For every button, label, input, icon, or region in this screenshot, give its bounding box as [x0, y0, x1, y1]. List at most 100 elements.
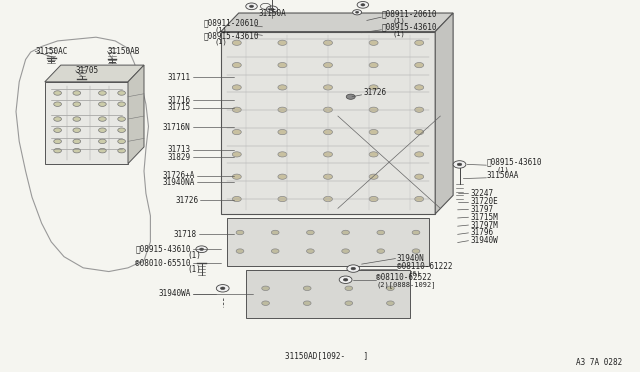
Text: ®08110-61222: ®08110-61222	[397, 262, 452, 270]
Text: 31716: 31716	[168, 96, 191, 105]
Text: (1): (1)	[392, 18, 405, 24]
Circle shape	[278, 196, 287, 202]
Circle shape	[323, 196, 333, 202]
Circle shape	[118, 128, 125, 132]
Circle shape	[73, 117, 81, 121]
Circle shape	[271, 230, 279, 235]
Circle shape	[369, 129, 378, 135]
Text: (1): (1)	[392, 31, 405, 37]
Circle shape	[415, 62, 424, 68]
FancyBboxPatch shape	[45, 82, 128, 164]
Circle shape	[99, 91, 106, 95]
Circle shape	[232, 85, 241, 90]
Text: 31711: 31711	[168, 73, 191, 82]
Circle shape	[323, 85, 333, 90]
Circle shape	[54, 117, 61, 121]
Circle shape	[415, 196, 424, 202]
Text: 31797: 31797	[470, 205, 493, 214]
Text: (1): (1)	[214, 27, 227, 33]
Circle shape	[457, 163, 462, 166]
Circle shape	[54, 91, 61, 95]
Circle shape	[453, 161, 466, 168]
Text: A3 7A 0282: A3 7A 0282	[576, 358, 622, 367]
Polygon shape	[128, 65, 144, 164]
Text: 31713: 31713	[168, 145, 191, 154]
Circle shape	[232, 129, 241, 135]
Circle shape	[118, 91, 125, 95]
Circle shape	[250, 5, 253, 7]
Text: (2)[0888-1092]: (2)[0888-1092]	[376, 282, 436, 288]
Text: 31797M: 31797M	[470, 221, 498, 230]
Text: 31940N: 31940N	[397, 254, 424, 263]
Text: 32247: 32247	[470, 189, 493, 198]
Circle shape	[369, 196, 378, 202]
Circle shape	[220, 287, 225, 289]
Circle shape	[73, 102, 81, 106]
Circle shape	[262, 301, 269, 305]
Circle shape	[262, 286, 269, 291]
Circle shape	[73, 128, 81, 132]
Circle shape	[73, 139, 81, 144]
Circle shape	[369, 174, 378, 179]
Circle shape	[54, 102, 61, 106]
Circle shape	[232, 40, 241, 45]
Text: 31720E: 31720E	[470, 197, 498, 206]
Text: 31150AB: 31150AB	[108, 47, 140, 56]
Text: ⓝ08911-20610: ⓝ08911-20610	[204, 18, 259, 27]
Text: ⓜ08915-43610: ⓜ08915-43610	[135, 245, 191, 254]
Text: 31715M: 31715M	[470, 213, 498, 222]
Polygon shape	[45, 65, 144, 82]
Text: 31796: 31796	[470, 228, 493, 237]
Text: 31829: 31829	[168, 153, 191, 162]
Circle shape	[118, 102, 125, 106]
Circle shape	[307, 249, 314, 253]
Text: 31150AA: 31150AA	[486, 171, 519, 180]
Circle shape	[270, 8, 274, 10]
Polygon shape	[435, 13, 453, 214]
Circle shape	[323, 40, 333, 45]
Circle shape	[246, 3, 257, 10]
Circle shape	[342, 230, 349, 235]
Circle shape	[118, 148, 125, 153]
Circle shape	[118, 117, 125, 121]
Circle shape	[361, 4, 365, 6]
Circle shape	[278, 40, 287, 45]
Text: 31940NA: 31940NA	[163, 178, 195, 187]
Circle shape	[54, 128, 61, 132]
Circle shape	[415, 152, 424, 157]
Circle shape	[216, 285, 229, 292]
Text: ®08110-62522: ®08110-62522	[376, 273, 432, 282]
Circle shape	[323, 107, 333, 112]
Circle shape	[196, 246, 207, 253]
Circle shape	[307, 230, 314, 235]
Circle shape	[387, 301, 394, 305]
Circle shape	[369, 107, 378, 112]
Circle shape	[278, 85, 287, 90]
Circle shape	[323, 174, 333, 179]
Circle shape	[342, 249, 349, 253]
Circle shape	[369, 85, 378, 90]
Circle shape	[278, 152, 287, 157]
FancyBboxPatch shape	[227, 218, 429, 266]
Text: (1): (1)	[188, 251, 202, 260]
Circle shape	[266, 6, 278, 13]
Text: 31150AD[1092-    ]: 31150AD[1092- ]	[285, 351, 368, 360]
Circle shape	[346, 94, 355, 99]
Circle shape	[369, 40, 378, 45]
Circle shape	[200, 248, 204, 250]
Circle shape	[377, 230, 385, 235]
Circle shape	[99, 117, 106, 121]
Circle shape	[344, 278, 348, 281]
Text: 31718: 31718	[174, 230, 197, 239]
Circle shape	[323, 129, 333, 135]
Circle shape	[232, 152, 241, 157]
Circle shape	[415, 129, 424, 135]
Circle shape	[99, 102, 106, 106]
Circle shape	[278, 62, 287, 68]
Circle shape	[412, 230, 420, 235]
Circle shape	[99, 128, 106, 132]
Circle shape	[323, 62, 333, 68]
Text: ⓜ08915-43610: ⓜ08915-43610	[381, 22, 437, 31]
Text: 31726: 31726	[175, 196, 198, 205]
Circle shape	[339, 276, 352, 283]
